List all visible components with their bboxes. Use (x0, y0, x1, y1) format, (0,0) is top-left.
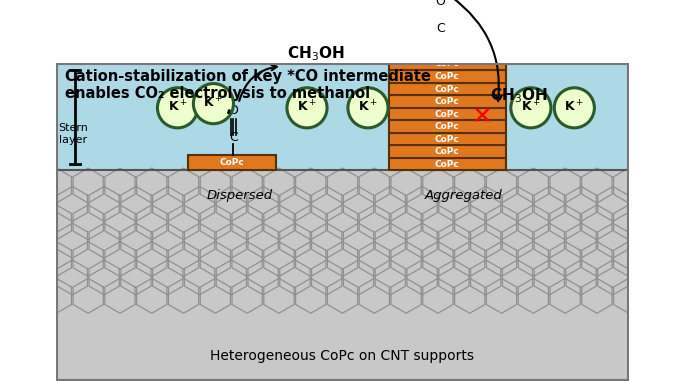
Text: ✕: ✕ (472, 105, 493, 129)
Bar (389, 133, 506, 146)
Text: CH$_3$OH: CH$_3$OH (286, 44, 344, 63)
Bar (389, 58, 506, 70)
Bar (389, 70, 506, 83)
Circle shape (287, 88, 327, 128)
Bar (389, 108, 506, 120)
Bar (389, 95, 506, 108)
Bar (389, 120, 506, 133)
Text: C: C (436, 22, 445, 35)
Text: CoPc: CoPc (435, 72, 460, 81)
Text: Dispersed: Dispersed (207, 189, 273, 202)
Text: CoPc: CoPc (435, 59, 460, 69)
Text: enables CO₂ electrolysis to methanol: enables CO₂ electrolysis to methanol (64, 86, 370, 101)
Text: CoPc: CoPc (219, 158, 244, 168)
Circle shape (511, 88, 551, 128)
Text: K$^+$: K$^+$ (203, 95, 223, 110)
Text: CoPc: CoPc (435, 134, 460, 144)
Bar (56, 63, 629, 170)
Text: CoPc: CoPc (435, 160, 460, 169)
Bar (389, 45, 506, 58)
Text: Stern
layer: Stern layer (58, 123, 88, 144)
Text: K$^+$: K$^+$ (358, 99, 378, 115)
Bar (188, 155, 275, 170)
Bar (389, 83, 506, 95)
Text: CH$_3$OH: CH$_3$OH (490, 87, 547, 106)
Circle shape (193, 83, 234, 124)
Text: K$^+$: K$^+$ (168, 99, 188, 115)
Text: O: O (436, 0, 446, 8)
Text: Heterogeneous CoPc on CNT supports: Heterogeneous CoPc on CNT supports (210, 349, 475, 363)
Text: CoPc: CoPc (435, 85, 460, 93)
Text: CoPc: CoPc (435, 110, 460, 118)
Text: K$^+$: K$^+$ (297, 99, 317, 115)
Text: CoPc: CoPc (435, 47, 460, 56)
Text: K$^+$: K$^+$ (521, 99, 541, 115)
Text: CoPc: CoPc (435, 122, 460, 131)
Circle shape (158, 88, 197, 128)
Text: Cation-stabilization of key *CO intermediate: Cation-stabilization of key *CO intermed… (64, 69, 431, 85)
Bar (389, 158, 506, 170)
Bar (389, 146, 506, 158)
Circle shape (348, 88, 388, 128)
Text: O: O (229, 104, 238, 117)
Text: Aggregated: Aggregated (425, 189, 503, 202)
Text: K$^+$: K$^+$ (564, 99, 584, 115)
Bar (56, 170, 629, 381)
Text: CoPc: CoPc (435, 147, 460, 156)
Circle shape (554, 88, 595, 128)
Text: CoPc: CoPc (435, 97, 460, 106)
Text: C: C (229, 131, 238, 144)
